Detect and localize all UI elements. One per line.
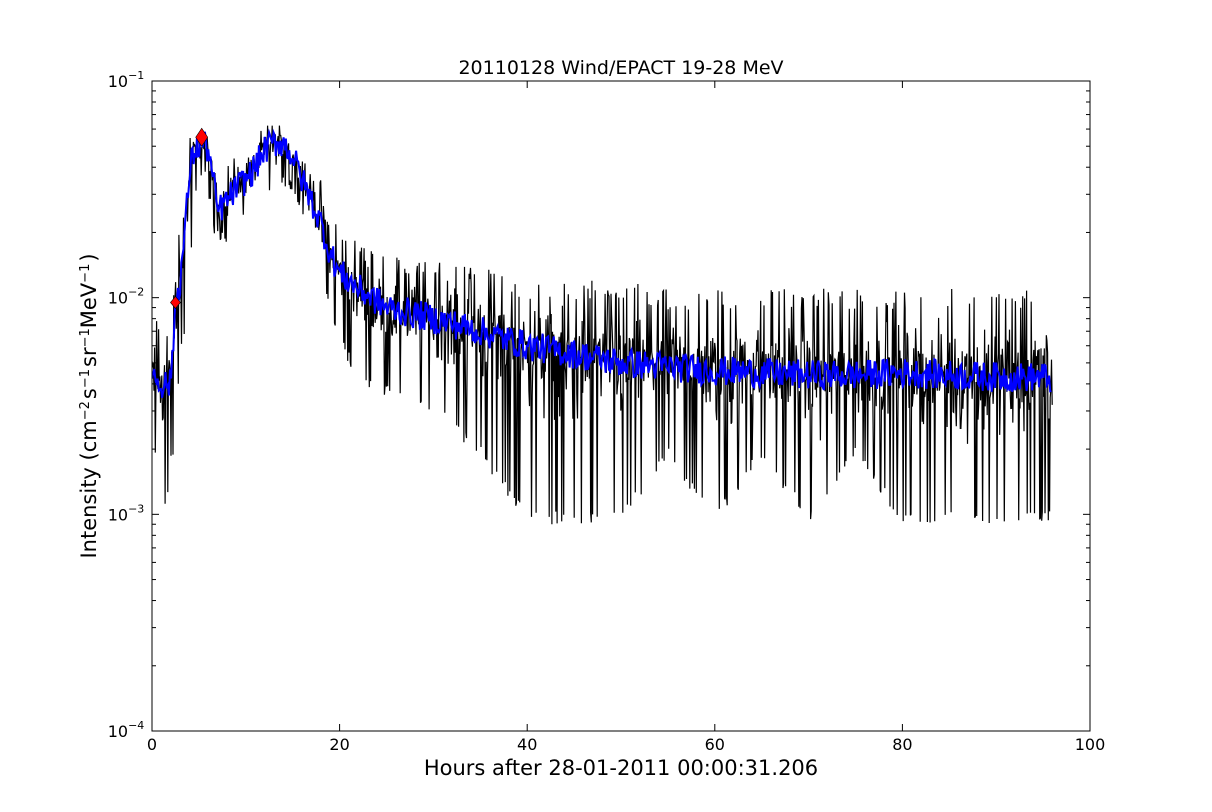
y-axis-label-suffix: ) [77,253,101,261]
y-axis-label-prefix: Intensity (cm [77,420,101,558]
marker-diamond-0 [170,296,181,309]
x-axis-label: Hours after 28-01-2011 00:00:31.206 [424,756,818,780]
y-tick-label: 10−1 [108,69,145,91]
x-tick-label: 0 [147,735,157,754]
y-axis-label: Intensity (cm−2s−1sr−1MeV−1) [77,253,101,558]
marker-diamond-1 [195,127,209,147]
y-tick-label: 10−2 [108,286,145,308]
x-tick-label: 20 [329,735,349,754]
series-smoothed-line [152,128,1052,398]
y-tick-label: 10−4 [108,719,145,741]
x-tick-label: 40 [517,735,537,754]
y-axis-label-s: s [77,388,101,399]
y-axis-label-exp3: −1 [78,328,93,347]
y-axis-label-exp4: −1 [78,264,93,283]
x-tick-label: 80 [892,735,912,754]
y-tick-label: 10−3 [108,502,145,524]
axis-ticks: 0 20 40 60 80 100 10−4 10−3 10−2 10−1 [108,69,1106,754]
y-axis-label-sr: sr [77,347,101,367]
x-tick-label: 60 [705,735,725,754]
plot-frame [151,80,1091,732]
chart-title: 20110128 Wind/EPACT 19-28 MeV [458,57,783,79]
y-axis-label-mev: MeV [77,282,101,328]
y-axis-label-exp1: −2 [78,401,93,420]
x-tick-label: 100 [1075,735,1106,754]
plot-area [152,125,1053,525]
y-axis-label-exp2: −1 [78,369,93,388]
